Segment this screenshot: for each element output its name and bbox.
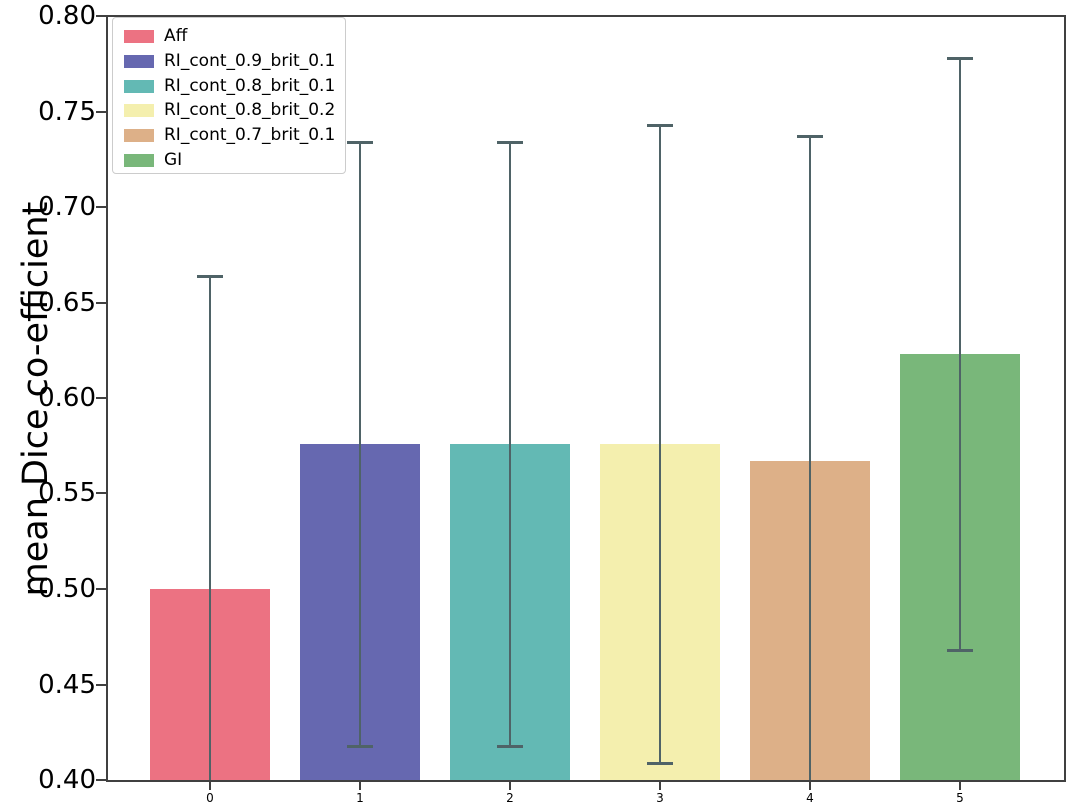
error-bar-cap-top xyxy=(947,57,973,60)
error-bar-line xyxy=(659,125,661,763)
error-bar-cap-top xyxy=(197,275,223,278)
x-tick-mark xyxy=(509,782,511,790)
y-tick-label: 0.75 xyxy=(38,97,96,127)
legend-label: RI_cont_0.8_brit_0.1 xyxy=(164,76,336,96)
x-tick-label: 3 xyxy=(656,791,664,805)
legend-label: RI_cont_0.8_brit_0.2 xyxy=(164,100,336,120)
error-bar-line xyxy=(209,276,211,780)
x-tick-label: 0 xyxy=(206,791,214,805)
legend-swatch xyxy=(124,80,154,93)
y-tick-label: 0.60 xyxy=(38,383,96,413)
y-tick-mark xyxy=(96,206,107,208)
y-tick-label: 0.70 xyxy=(38,192,96,222)
y-tick-mark xyxy=(96,779,107,781)
y-tick-label: 0.50 xyxy=(38,574,96,604)
legend-swatch xyxy=(124,55,154,68)
error-bar-line xyxy=(809,136,811,780)
plot-area xyxy=(106,15,1066,782)
legend-swatch xyxy=(124,129,154,142)
y-tick-mark xyxy=(96,492,107,494)
x-tick-mark xyxy=(359,782,361,790)
y-tick-label: 0.55 xyxy=(38,478,96,508)
x-tick-label: 2 xyxy=(506,791,514,805)
error-bar-line xyxy=(959,58,961,650)
x-tick-label: 1 xyxy=(356,791,364,805)
y-tick-mark xyxy=(96,302,107,304)
error-bar-cap-top xyxy=(347,141,373,144)
y-tick-mark xyxy=(96,588,107,590)
error-bar-cap-bottom xyxy=(497,745,523,748)
legend-swatch xyxy=(124,30,154,43)
error-bar-line xyxy=(509,142,511,746)
legend-label: RI_cont_0.9_brit_0.1 xyxy=(164,51,336,71)
legend-label: Aff xyxy=(164,26,188,46)
error-bar-line xyxy=(359,142,361,746)
y-tick-mark xyxy=(96,684,107,686)
error-bar-cap-bottom xyxy=(647,762,673,765)
y-tick-mark xyxy=(96,111,107,113)
x-tick-label: 5 xyxy=(956,791,964,805)
error-bar-cap-bottom xyxy=(947,649,973,652)
error-bar-cap-top xyxy=(797,135,823,138)
y-tick-label: 0.40 xyxy=(38,765,96,795)
legend: Aff RI_cont_0.9_brit_0.1 RI_cont_0.8_brit_… xyxy=(112,17,346,174)
x-tick-mark xyxy=(209,782,211,790)
y-tick-label: 0.80 xyxy=(38,1,96,31)
x-tick-label: 4 xyxy=(806,791,814,805)
error-bar-cap-top xyxy=(497,141,523,144)
legend-swatch xyxy=(124,154,154,167)
legend-label: GI xyxy=(164,150,183,170)
y-tick-mark xyxy=(96,397,107,399)
y-tick-label: 0.65 xyxy=(38,288,96,318)
error-bar-cap-top xyxy=(647,124,673,127)
x-tick-mark xyxy=(809,782,811,790)
legend-swatch xyxy=(124,104,154,117)
x-tick-mark xyxy=(959,782,961,790)
y-tick-mark xyxy=(96,15,107,17)
legend-label: RI_cont_0.7_brit_0.1 xyxy=(164,125,336,145)
error-bar-cap-bottom xyxy=(347,745,373,748)
x-tick-mark xyxy=(659,782,661,790)
y-tick-label: 0.45 xyxy=(38,670,96,700)
